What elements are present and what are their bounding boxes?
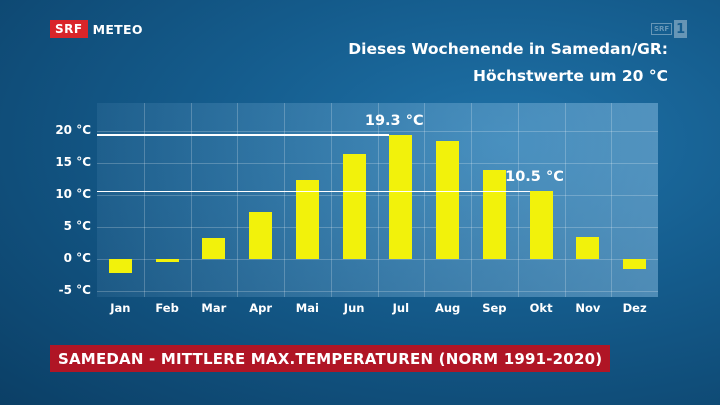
- grid-line-horizontal: [97, 226, 658, 228]
- grid-line-horizontal: [97, 290, 658, 292]
- bar-dez: [623, 258, 647, 270]
- x-tick-label-okt: Okt: [529, 301, 553, 315]
- reference-line: [97, 134, 390, 136]
- reference-line-label: 19.3 °C: [364, 113, 424, 129]
- y-tick-label: 0 °C: [63, 250, 91, 265]
- channel-logo-srf: SRF: [651, 23, 673, 35]
- x-tick-label-feb: Feb: [155, 301, 179, 315]
- bar-mai: [295, 179, 319, 259]
- x-tick-label-aug: Aug: [434, 301, 461, 315]
- grid-line-vertical: [611, 103, 613, 297]
- grid-line-vertical: [143, 103, 145, 297]
- bar-feb: [155, 258, 179, 262]
- grid-line-horizontal: [97, 162, 658, 164]
- grid-line-horizontal: [97, 258, 658, 260]
- x-tick-label-nov: Nov: [575, 301, 601, 315]
- channel-logo-number: 1: [674, 20, 687, 38]
- reference-line: [97, 190, 530, 193]
- meteo-logo-text: METEO: [92, 21, 143, 37]
- bar-mar: [202, 238, 226, 259]
- grid-line-vertical: [330, 103, 332, 297]
- x-tick-label-apr: Apr: [249, 301, 273, 315]
- x-tick-label-jun: Jun: [343, 301, 365, 315]
- x-tick-label-mai: Mai: [295, 301, 319, 315]
- y-tick-label: 10 °C: [55, 186, 91, 201]
- grid-line-vertical: [471, 103, 472, 297]
- bar-sep: [482, 169, 506, 259]
- chart-plot-area: [97, 103, 658, 297]
- grid-line-vertical: [517, 103, 519, 297]
- bar-jul: [389, 135, 413, 259]
- y-tick-label: -5 °C: [58, 282, 91, 297]
- reference-line-label: 10.5 °C: [505, 169, 564, 186]
- grid-line-horizontal: [97, 194, 658, 196]
- grid-line-vertical: [284, 103, 285, 297]
- x-tick-label-mar: Mar: [201, 301, 227, 315]
- headline: Dieses Wochenende in Samedan/GR: Höchstw…: [348, 36, 668, 90]
- title-banner: SAMEDAN - MITTLERE MAX.TEMPERATUREN (NOR…: [50, 345, 611, 372]
- y-tick-label: 15 °C: [55, 154, 91, 169]
- bar-okt: [529, 191, 553, 259]
- grid-line-vertical: [377, 103, 379, 297]
- bar-apr: [249, 211, 273, 259]
- srf-logo-box: SRF: [50, 20, 88, 38]
- y-tick-label: 20 °C: [55, 122, 91, 137]
- title-banner-text: SAMEDAN - MITTLERE MAX.TEMPERATUREN (NOR…: [58, 349, 603, 368]
- x-tick-label-dez: Dez: [622, 301, 647, 315]
- bar-jan: [108, 258, 132, 274]
- channel-logo-icon: SRF 1: [651, 19, 687, 39]
- bar-jun: [342, 153, 366, 259]
- bar-aug: [436, 141, 460, 259]
- grid-line-vertical: [424, 103, 426, 297]
- grid-line-vertical: [190, 103, 192, 297]
- x-tick-label-jan: Jan: [110, 301, 131, 315]
- headline-line-2: Höchstwerte um 20 °C: [473, 67, 668, 85]
- x-tick-label-jul: Jul: [392, 301, 410, 315]
- srf-meteo-logo: SRF METEO: [50, 20, 143, 38]
- grid-line-horizontal: [97, 130, 658, 132]
- y-tick-label: 5 °C: [63, 218, 91, 233]
- headline-line-1: Dieses Wochenende in Samedan/GR:: [348, 40, 668, 58]
- grid-line-vertical: [564, 103, 566, 297]
- grid-line-vertical: [237, 103, 239, 297]
- bar-nov: [576, 236, 600, 259]
- x-tick-label-sep: Sep: [482, 301, 507, 315]
